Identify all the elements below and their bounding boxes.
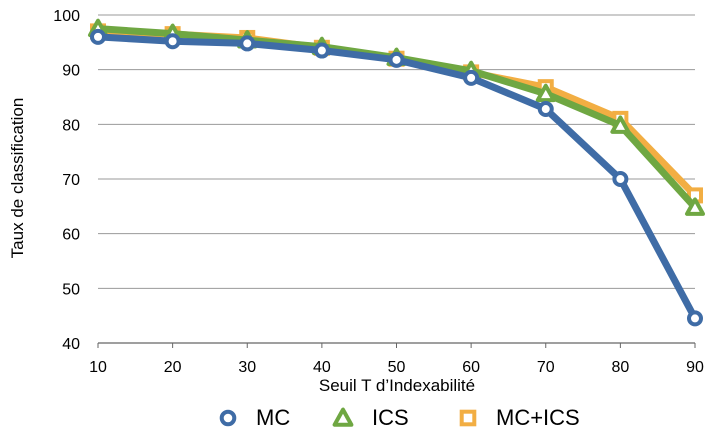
data-point	[239, 35, 256, 52]
x-tick-label: 80	[611, 359, 629, 376]
x-tick-label: 10	[89, 359, 107, 376]
x-tick-label: 40	[313, 359, 331, 376]
data-point	[612, 171, 629, 187]
y-tick-label: 90	[62, 63, 80, 80]
legend-label: ICS	[372, 405, 409, 430]
data-point	[463, 69, 480, 86]
data-point	[610, 115, 631, 134]
x-tick-label: 90	[686, 359, 704, 376]
legend-item: MC	[219, 405, 290, 430]
y-tick-label: 80	[62, 117, 80, 134]
y-tick-label: 70	[62, 172, 80, 189]
legend: MC ICS MC+ICS	[219, 405, 580, 430]
x-tick-label: 50	[388, 359, 406, 376]
data-point	[313, 42, 330, 59]
data-point	[90, 28, 106, 45]
x-axis-title: Seuil T d’Indexabilité	[319, 376, 475, 395]
x-tick-label: 30	[238, 359, 256, 376]
legend-marker	[459, 409, 477, 427]
data-point	[164, 33, 181, 50]
axes	[97, 342, 696, 348]
legend-marker	[332, 407, 354, 427]
data-point	[535, 83, 556, 103]
data-point	[537, 101, 554, 118]
legend-label: MC+ICS	[496, 405, 580, 430]
data-point	[388, 51, 405, 68]
x-tick-label: 60	[462, 359, 480, 376]
y-tick-label: 60	[62, 227, 80, 244]
x-tick-labels: 10 20 30 40 50 60 70 80 90	[89, 359, 704, 376]
y-axis-title: Taux de classification	[8, 98, 27, 259]
y-tick-label: 40	[62, 336, 80, 353]
legend-marker	[219, 409, 237, 427]
x-tick-label: 20	[164, 359, 182, 376]
legend-item: MC+ICS	[459, 405, 580, 430]
series-line	[94, 33, 699, 322]
x-tick-label: 70	[537, 359, 555, 376]
data-point	[687, 310, 703, 327]
series-mc	[90, 28, 703, 327]
data-point	[685, 197, 705, 216]
y-tick-label: 50	[62, 281, 80, 298]
series-layer	[88, 18, 705, 327]
y-tick-label: 100	[53, 8, 80, 25]
legend-item: ICS	[332, 405, 409, 430]
legend-label: MC	[256, 405, 290, 430]
y-tick-labels: 40 50 60 70 80 90 100	[53, 8, 80, 353]
grid-lines	[98, 14, 695, 289]
